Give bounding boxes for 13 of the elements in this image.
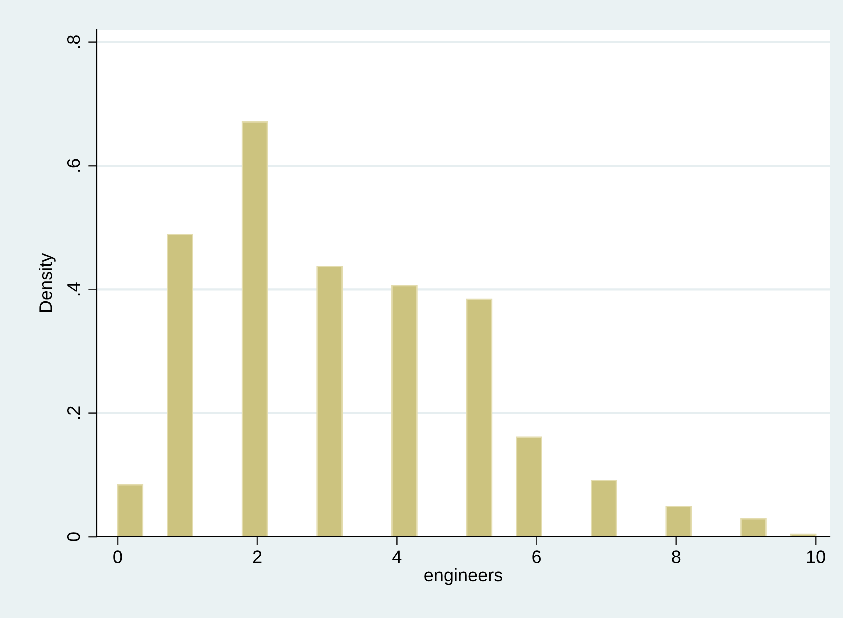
x-tick-label: 10 bbox=[807, 550, 826, 564]
x-tick-label: 2 bbox=[253, 550, 262, 564]
x-tick-label: 8 bbox=[672, 550, 681, 564]
x-tick-label: 4 bbox=[392, 550, 402, 564]
x-axis-title: engineers bbox=[424, 568, 502, 586]
x-tick-label: 0 bbox=[114, 550, 122, 564]
y-tick-label: .8 bbox=[67, 36, 80, 48]
y-axis-title: Density bbox=[39, 253, 56, 312]
x-tick-label: 6 bbox=[532, 550, 542, 564]
y-tick-label: .4 bbox=[68, 282, 80, 296]
y-tick-label: 0 bbox=[67, 532, 80, 542]
y-tick-label: .2 bbox=[67, 406, 80, 420]
y-tick-label: .6 bbox=[67, 159, 80, 172]
